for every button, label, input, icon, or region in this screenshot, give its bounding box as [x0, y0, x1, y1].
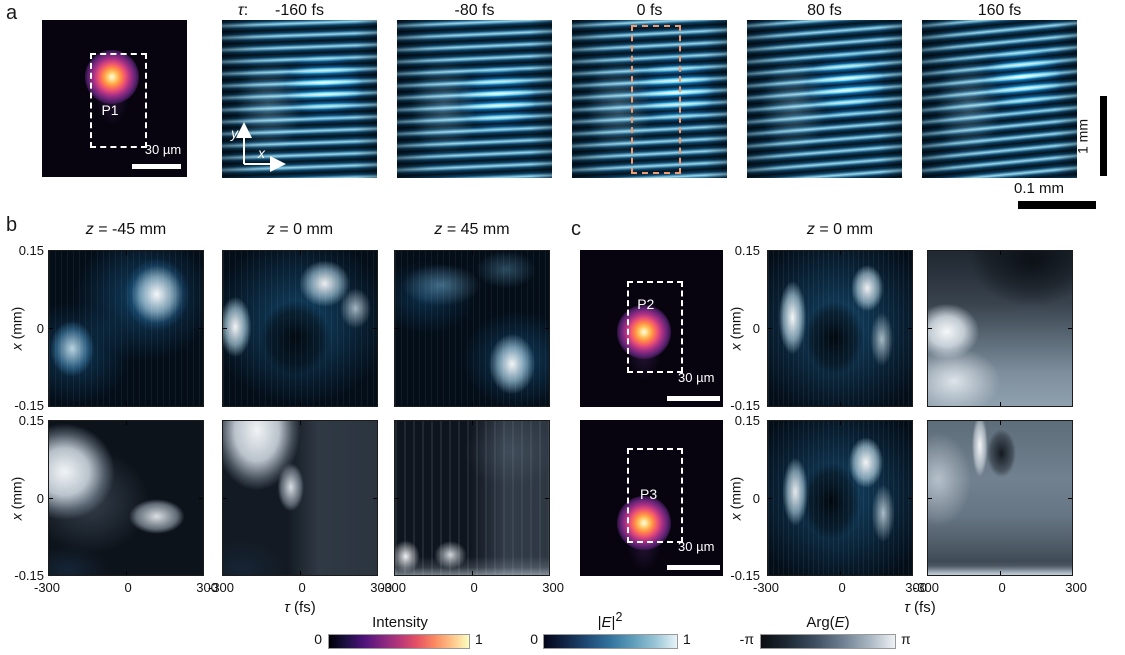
roi-rect-p2	[627, 281, 683, 374]
b-xticks-1: -300 0 300	[34, 580, 218, 595]
c-xticks-2: -300 0 300	[913, 580, 1087, 595]
p2-label: P2	[637, 295, 655, 312]
frame-title-4: 80 fs	[807, 2, 842, 19]
c-ylabel-row1: x (mm)	[727, 306, 744, 351]
colorbar-intensity-min: 0	[314, 631, 322, 647]
scalebar-01mm	[1018, 201, 1096, 209]
roi-rect-p3	[627, 448, 683, 543]
b-col-title-2: z = 0 mm	[266, 221, 334, 238]
b-ytick: 0	[36, 491, 44, 506]
c-ytick: -0.15	[730, 568, 760, 583]
c-ytick: 0	[752, 491, 760, 506]
plot-ticks	[223, 421, 377, 575]
c-ytick: -0.15	[730, 398, 760, 413]
plot-ticks	[49, 421, 203, 575]
b-ytick: 0.15	[18, 413, 44, 428]
c-xlabel: τ (fs)	[904, 599, 936, 616]
x-axis-letter: x	[257, 145, 266, 161]
scalebar-label-30um: 30 µm	[678, 539, 715, 555]
coordinate-axes: y x	[230, 122, 286, 172]
scalebar-label-01mm: 0.1 mm	[1014, 180, 1065, 197]
b-col-title-1: z = -45 mm	[85, 221, 167, 238]
interference-frame--160fs: y x	[222, 20, 377, 178]
interference-frame-160fs	[922, 20, 1077, 178]
colorbar-intensity-title: Intensity	[372, 614, 428, 631]
panel-a-label: a	[6, 2, 18, 24]
b-ytick: -0.15	[14, 568, 44, 583]
c-xticks-1: -300 0 300	[753, 580, 927, 595]
focal-spot	[84, 49, 139, 104]
p1-label: P1	[101, 101, 119, 118]
plot-ticks	[768, 251, 912, 406]
colorbar-arg-title: Arg(E)	[806, 614, 850, 631]
b-ytick: 0	[36, 321, 44, 336]
scalebar-label-30um: 30 µm	[678, 370, 715, 386]
b-phase-map-z45mm	[394, 420, 550, 576]
colorbar-e2-max: 1	[683, 631, 691, 647]
colorbar-intensity-max: 1	[475, 631, 483, 647]
c-col-title: z = 0 mm	[806, 221, 874, 238]
colorbar-arg	[760, 634, 896, 649]
plot-ticks	[223, 251, 377, 406]
nearfield-image-p1: P1 30 µm	[42, 20, 187, 177]
c-intensity-map-p3	[767, 420, 913, 576]
frame-title-3: 0 fs	[636, 2, 663, 19]
c-phase-map-p2	[927, 250, 1073, 407]
colorbar-arg-max: π	[901, 631, 911, 647]
plot-ticks	[768, 421, 912, 575]
colorbar-e2-title: |E|2	[597, 610, 623, 631]
interference-frame--80fs	[397, 20, 552, 178]
y-axis-letter: y	[230, 125, 239, 141]
colorbar-e2-min: 0	[530, 631, 538, 647]
tau-prefix: τ:	[237, 2, 249, 19]
roi-rect-p1	[89, 52, 148, 149]
b-xticks-3: -300 0 300	[380, 580, 564, 595]
b-xticks-2: -300 0 300	[208, 580, 392, 595]
plot-ticks	[928, 251, 1072, 406]
b-ylabel-row2: x (mm)	[8, 476, 25, 521]
c-ylabel-row2: x (mm)	[727, 476, 744, 521]
b-ytick: -0.15	[14, 398, 44, 413]
nearfield-image-p3: P3 30 µm	[580, 420, 723, 576]
interference-frame-0fs	[572, 20, 727, 178]
interference-frame-80fs	[747, 20, 902, 178]
nearfield-image-p2: P2 30 µm	[580, 250, 723, 407]
panel-c-label: c	[571, 218, 581, 240]
scalebar-30um	[667, 395, 721, 401]
plot-ticks	[395, 421, 549, 575]
focal-spot	[617, 304, 672, 359]
c-intensity-map-p2	[767, 250, 913, 407]
scalebar-30um	[131, 164, 182, 170]
colorbar-e2	[543, 634, 678, 649]
plot-ticks	[928, 421, 1072, 575]
panel-b-label: b	[6, 214, 18, 236]
p3-label: P3	[640, 485, 658, 502]
b-ylabel-row1: x (mm)	[8, 306, 25, 351]
scalebar-label-1mm: 1 mm	[1074, 119, 1091, 154]
scalebar-1mm	[1100, 96, 1107, 176]
plot-ticks	[395, 251, 549, 406]
c-ytick: 0	[752, 321, 760, 336]
b-intensity-map-z-45mm	[48, 250, 204, 407]
b-phase-map-z-45mm	[48, 420, 204, 576]
c-ytick: 0.15	[734, 413, 760, 428]
roi-rect-0fs	[630, 24, 682, 175]
scalebar-label-30um: 30 µm	[144, 141, 182, 157]
frame-title-5: 160 fs	[977, 2, 1022, 19]
b-xlabel: τ (fs)	[284, 599, 316, 616]
b-intensity-map-z0mm	[222, 250, 378, 407]
c-ytick: 0.15	[734, 243, 760, 258]
plot-ticks	[49, 251, 203, 406]
b-phase-map-z0mm	[222, 420, 378, 576]
c-phase-map-p3	[927, 420, 1073, 576]
colorbar-intensity	[328, 634, 470, 649]
b-col-title-3: z = 45 mm	[434, 221, 510, 238]
frame-title-2: -80 fs	[454, 2, 495, 19]
b-ytick: 0.15	[18, 243, 44, 258]
frame-title-1: -160 fs	[275, 2, 324, 19]
colorbar-arg-min: -π	[739, 631, 754, 647]
b-intensity-map-z45mm	[394, 250, 550, 407]
scalebar-30um	[667, 564, 721, 570]
